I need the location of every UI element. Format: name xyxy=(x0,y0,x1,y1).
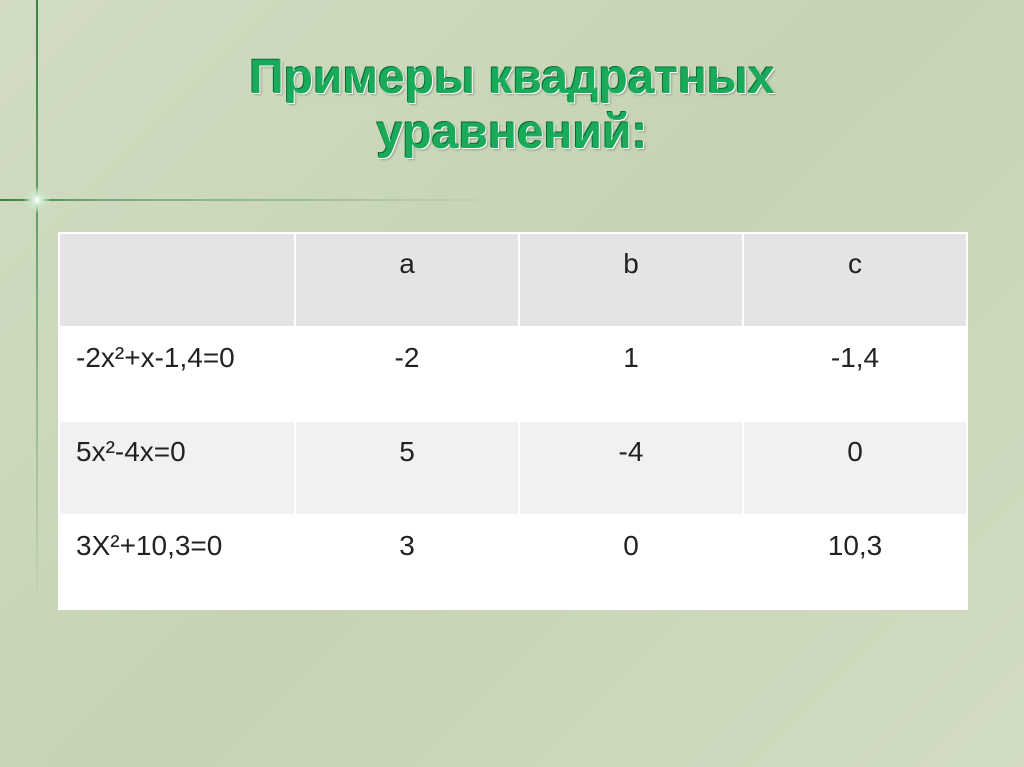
table-row: 3X²+10,3=0 3 0 10,3 xyxy=(59,515,967,609)
title-line-1: Примеры квадратных xyxy=(249,51,774,104)
equation-cell: 3X²+10,3=0 xyxy=(59,515,295,609)
coef-b: 0 xyxy=(519,515,743,609)
table-header-row: a b c xyxy=(59,233,967,327)
coef-a: -2 xyxy=(295,327,519,421)
table-row: -2x²+x-1,4=0 -2 1 -1,4 xyxy=(59,327,967,421)
coef-a: 3 xyxy=(295,515,519,609)
table-row: 5x²-4x=0 5 -4 0 xyxy=(59,421,967,515)
header-b: b xyxy=(519,233,743,327)
coef-a: 5 xyxy=(295,421,519,515)
coef-b: -4 xyxy=(519,421,743,515)
title-line-2: уравнений: xyxy=(376,106,647,159)
header-a: a xyxy=(295,233,519,327)
header-c: c xyxy=(743,233,967,327)
coef-c: 10,3 xyxy=(743,515,967,609)
coef-c: -1,4 xyxy=(743,327,967,421)
coef-b: 1 xyxy=(519,327,743,421)
equation-cell: 5x²-4x=0 xyxy=(59,421,295,515)
coef-c: 0 xyxy=(743,421,967,515)
slide-title: Примеры квадратных уравнений: xyxy=(0,50,1024,160)
decor-horizontal-line xyxy=(0,199,1024,201)
header-blank xyxy=(59,233,295,327)
equation-cell: -2x²+x-1,4=0 xyxy=(59,327,295,421)
equations-table-wrap: a b c -2x²+x-1,4=0 -2 1 -1,4 5x²-4x=0 5 … xyxy=(58,232,966,610)
equations-table: a b c -2x²+x-1,4=0 -2 1 -1,4 5x²-4x=0 5 … xyxy=(58,232,968,610)
